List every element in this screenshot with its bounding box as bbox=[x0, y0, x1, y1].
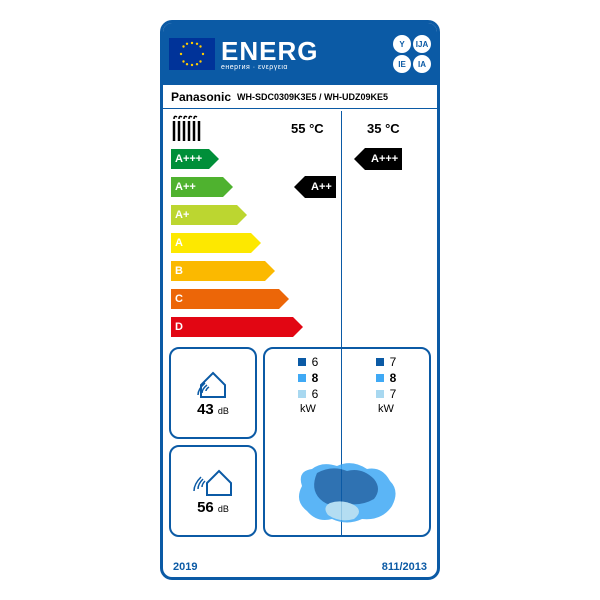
brand: Panasonic bbox=[171, 90, 231, 104]
footer-year: 2019 bbox=[173, 561, 197, 573]
outdoor-db: 56 dB bbox=[197, 499, 229, 516]
bottom-section: 43 dB 56 dB 686kW 787kW bbox=[169, 347, 431, 537]
rating-bar: C bbox=[171, 289, 279, 309]
outdoor-sound-box: 56 dB bbox=[169, 445, 257, 537]
rating-bar: A+++ bbox=[171, 149, 209, 169]
badge: IE bbox=[393, 55, 411, 73]
badge: IJA bbox=[413, 35, 431, 53]
energ-title: ENERG bbox=[221, 38, 318, 64]
eu-flag bbox=[169, 38, 215, 70]
radiator-icon bbox=[171, 115, 201, 141]
model-row: Panasonic WH-SDC0309K3E5 / WH-UDZ09KE5 bbox=[163, 85, 437, 109]
footer-reg: 811/2013 bbox=[382, 561, 427, 573]
model: WH-SDC0309K3E5 / WH-UDZ09KE5 bbox=[237, 92, 388, 102]
indoor-sound-box: 43 dB bbox=[169, 347, 257, 439]
europe-map-icon bbox=[282, 451, 412, 531]
header: ENERG енергия · ενεργεια Y IJA IE IA bbox=[163, 23, 437, 85]
temp-left: 55 °C bbox=[291, 121, 324, 136]
footer: 2019 811/2013 bbox=[173, 561, 427, 573]
outdoor-sound-icon bbox=[193, 467, 233, 497]
pointer-right: A+++ bbox=[365, 148, 402, 170]
rating-scale: A+++ A++ A+ ABCD A++ A+++ bbox=[163, 147, 437, 343]
indoor-db: 43 dB bbox=[197, 401, 229, 418]
pointer-left: A++ bbox=[305, 176, 336, 198]
rating-bar: B bbox=[171, 261, 265, 281]
badge: IA bbox=[413, 55, 431, 73]
temp-right: 35 °C bbox=[367, 121, 400, 136]
energy-label: ENERG енергия · ενεργεια Y IJA IE IA Pan… bbox=[160, 20, 440, 580]
header-badges: Y IJA IE IA bbox=[393, 35, 431, 73]
rating-bar: A+ bbox=[171, 205, 237, 225]
indoor-sound-icon bbox=[193, 369, 233, 399]
badge: Y bbox=[393, 35, 411, 53]
kw-box: 686kW 787kW bbox=[263, 347, 431, 537]
rating-bar: D bbox=[171, 317, 293, 337]
rating-bar: A bbox=[171, 233, 251, 253]
sound-column: 43 dB 56 dB bbox=[169, 347, 257, 537]
rating-bar: A++ bbox=[171, 177, 223, 197]
energ-text: ENERG енергия · ενεργεια bbox=[221, 38, 318, 71]
temps-row: 55 °C 35 °C bbox=[163, 109, 437, 147]
